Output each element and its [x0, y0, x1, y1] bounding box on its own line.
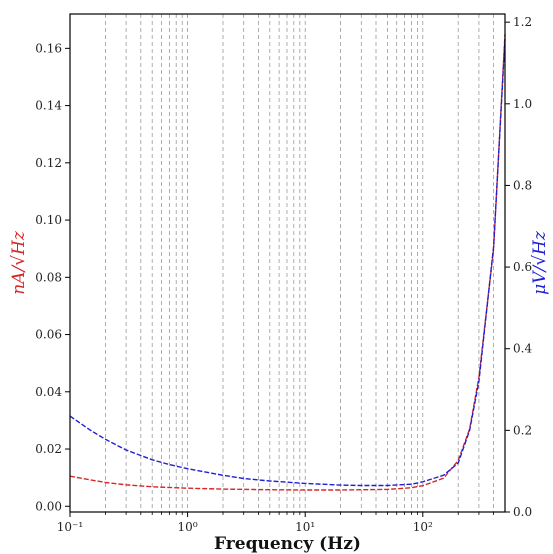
series-layer — [69, 33, 506, 491]
left-y-tick-label: 0.02 — [35, 442, 62, 456]
left-y-tick-label: 0.16 — [35, 41, 62, 55]
voltage-noise-line — [69, 38, 506, 487]
right-y-tick-label: 0.6 — [513, 260, 532, 274]
left-y-tick-label: 0.04 — [35, 385, 62, 399]
x-tick-label: 10² — [413, 520, 433, 534]
left-y-tick-label: 0.00 — [35, 499, 62, 513]
left-y-tick-label: 0.14 — [35, 99, 62, 113]
right-y-tick-label: 0.8 — [513, 178, 532, 192]
right-y-axis-title: μV/√Hz — [530, 230, 550, 295]
x-tick-label: 10⁻¹ — [57, 520, 83, 534]
left-y-tick-label: 0.10 — [35, 213, 62, 227]
left-y-tick-label: 0.08 — [35, 270, 62, 284]
right-y-tick-label: 0.4 — [513, 342, 532, 356]
current-noise-line — [69, 33, 506, 491]
left-y-axis-title: nA/√Hz — [9, 230, 29, 295]
right-y-tick-label: 0.0 — [513, 505, 532, 519]
x-tick-label: 10⁰ — [178, 520, 198, 534]
left-y-tick-label: 0.12 — [35, 156, 62, 170]
ticks-layer: 10⁻¹ 10⁰ 10¹ 10² 0.00 0.02 0.04 0.06 0.08 0.10 0.1… — [35, 15, 532, 534]
vertical-grid — [105, 14, 495, 512]
right-y-tick-label: 0.2 — [513, 423, 532, 437]
x-axis-title: Frequency (Hz) — [214, 534, 361, 554]
right-y-tick-label: 1.0 — [513, 97, 532, 111]
x-tick-label: 10¹ — [295, 520, 315, 534]
right-y-tick-label: 1.2 — [513, 15, 532, 29]
left-y-tick-label: 0.06 — [35, 328, 62, 342]
plot-frame — [69, 13, 506, 513]
